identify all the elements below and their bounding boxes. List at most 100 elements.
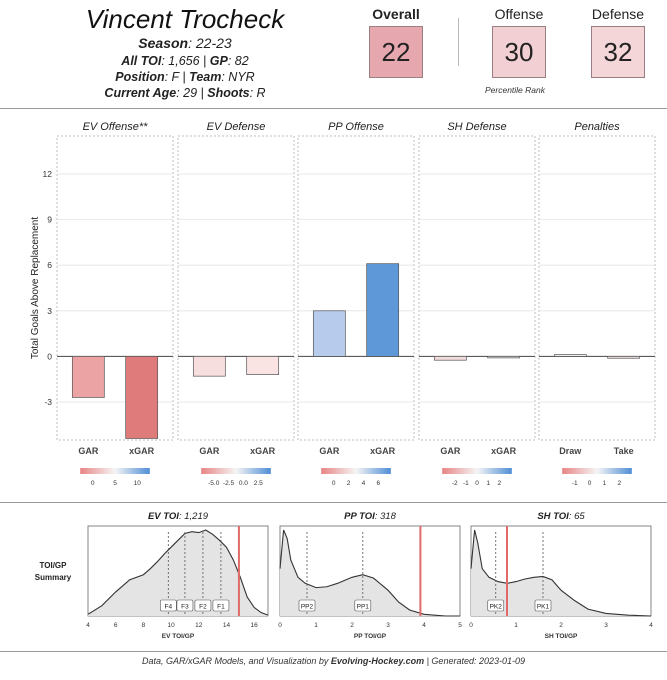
- x-tick-label: GAR: [440, 446, 461, 456]
- x-tick-label: Take: [614, 446, 634, 456]
- x-tick-label: xGAR: [250, 446, 276, 456]
- x-tick-label: xGAR: [491, 446, 517, 456]
- x-tick-label: GAR: [199, 446, 220, 456]
- toi-line: All TOI: 1,656 | GP: 82: [0, 54, 370, 68]
- tier-marker-label: PK1: [537, 604, 550, 611]
- panel-frame: [56, 135, 174, 441]
- offense-rank-box: 30: [492, 26, 546, 78]
- y-tick-label: 12: [43, 169, 53, 179]
- legend-tick-label: 6: [376, 480, 380, 487]
- toi-x-axis-label: EV TOI/GP: [162, 633, 195, 640]
- percentile-rank-caption: Percentile Rank: [484, 85, 545, 95]
- toi-x-tick-label: 0: [469, 622, 473, 629]
- color-legend: [201, 468, 271, 474]
- toi-x-axis-label: SH TOI/GP: [545, 633, 578, 640]
- y-tick-label: 3: [47, 306, 52, 316]
- tier-marker-label: F2: [199, 604, 207, 611]
- section-divider: [0, 502, 667, 503]
- bar: [433, 356, 467, 361]
- position-line: Position: F | Team: NYR: [0, 70, 370, 84]
- legend-tick-label: -2.5: [223, 480, 235, 487]
- toi-x-tick-label: 10: [167, 622, 175, 629]
- toi-panel-title-value: : 65: [569, 511, 586, 522]
- legend-tick-label: 1: [603, 480, 607, 487]
- bar: [312, 310, 346, 357]
- bar: [125, 356, 159, 439]
- team-value: : NYR: [221, 70, 255, 84]
- legend-tick-label: 10: [134, 480, 142, 487]
- density-area: [280, 530, 460, 616]
- toi-x-tick-label: 14: [223, 622, 231, 629]
- tier-marker-label: PP2: [301, 604, 314, 611]
- color-legend: [562, 468, 632, 474]
- gp-value: : 82: [227, 54, 249, 68]
- toi-y-label-line2: Summary: [35, 573, 72, 582]
- toi-panel-title: EV TOI: 1,219: [148, 511, 209, 522]
- x-tick-label: Draw: [559, 446, 582, 456]
- toi-x-tick-label: 0: [278, 622, 282, 629]
- panel-title: EV Defense: [207, 121, 266, 133]
- legend-tick-label: -1: [572, 480, 578, 487]
- tier-marker-box: [160, 599, 177, 612]
- legend-tick-label: 2: [347, 480, 351, 487]
- panel-frame: [177, 135, 295, 441]
- age-line: Current Age: 29 | Shoots: R: [0, 86, 370, 100]
- season-line: Season: 22-23: [0, 35, 370, 51]
- toi-panel-title-value: : 1,219: [179, 511, 209, 522]
- defense-rank-label: Defense: [591, 6, 645, 22]
- density-area: [471, 530, 651, 616]
- toi-label: All TOI: [121, 54, 162, 68]
- toi-x-tick-label: 4: [86, 622, 90, 629]
- tier-marker-box: [298, 599, 316, 612]
- density-area: [88, 530, 268, 616]
- toi-value: : 1,656 |: [161, 54, 210, 68]
- toi-panel-title: PP TOI: 318: [344, 511, 396, 522]
- tier-marker-box: [194, 599, 212, 612]
- toi-x-axis-label: PP TOI/GP: [354, 633, 387, 640]
- tier-marker-box: [534, 599, 552, 612]
- tier-marker-box: [176, 599, 194, 612]
- y-tick-label: -3: [44, 397, 52, 407]
- color-legend: [321, 468, 391, 474]
- position-value: : F |: [164, 70, 190, 84]
- bar: [366, 263, 400, 357]
- toi-panel-title: SH TOI: 65: [537, 511, 585, 522]
- legend-tick-label: 2: [617, 480, 621, 487]
- panel-title: SH Defense: [447, 121, 506, 133]
- legend-tick-label: 0.0: [239, 480, 248, 487]
- tier-marker-label: PK2: [490, 604, 503, 611]
- age-label: Current Age: [104, 86, 177, 100]
- toi-x-tick-label: 8: [142, 622, 146, 629]
- y-tick-label: 0: [47, 351, 52, 361]
- bar: [246, 356, 280, 375]
- legend-tick-label: 4: [362, 480, 366, 487]
- defense-rank-box: 32: [591, 26, 645, 78]
- header-divider: [0, 108, 667, 109]
- legend-tick-label: 0: [91, 480, 95, 487]
- toi-x-tick-label: 1: [514, 622, 518, 629]
- panel-frame: [418, 135, 536, 441]
- rank-divider: [458, 18, 459, 66]
- tier-marker-label: F3: [181, 604, 189, 611]
- toi-panel-title-value: : 318: [375, 511, 397, 522]
- toi-y-label-line1: TOI/GP: [40, 561, 68, 570]
- overall-rank-label: Overall: [372, 6, 420, 22]
- shoots-value: : R: [249, 86, 266, 100]
- panel-title: PP Offense: [328, 121, 384, 133]
- tier-marker-box: [212, 599, 230, 612]
- player-name: Vincent Trocheck: [85, 4, 285, 34]
- legend-tick-label: 0: [332, 480, 336, 487]
- bar: [553, 354, 587, 357]
- tier-marker-box: [354, 599, 372, 612]
- footer-prefix: Data, GAR/xGAR Models, and Visualization…: [141, 656, 331, 666]
- footer-credit: Data, GAR/xGAR Models, and Visualization…: [0, 656, 667, 666]
- season-label: Season: [138, 35, 189, 51]
- toi-x-tick-label: 1: [314, 622, 318, 629]
- toi-panel-title-label: PP TOI: [344, 511, 375, 522]
- density-line: [470, 529, 652, 617]
- panel-title: EV Offense**: [83, 121, 149, 133]
- legend-tick-label: 1: [486, 480, 490, 487]
- density-line: [279, 529, 460, 617]
- panel-frame: [538, 135, 656, 441]
